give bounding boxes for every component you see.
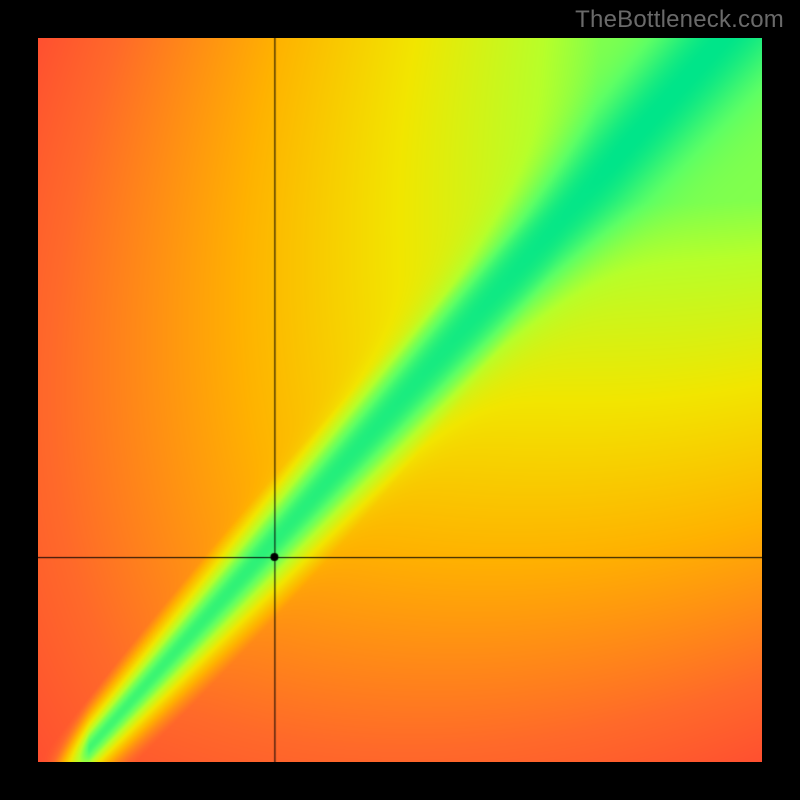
heatmap-plot (38, 38, 762, 762)
figure-container: TheBottleneck.com (0, 0, 800, 800)
watermark-text: TheBottleneck.com (575, 6, 784, 34)
heatmap-canvas (38, 38, 762, 762)
